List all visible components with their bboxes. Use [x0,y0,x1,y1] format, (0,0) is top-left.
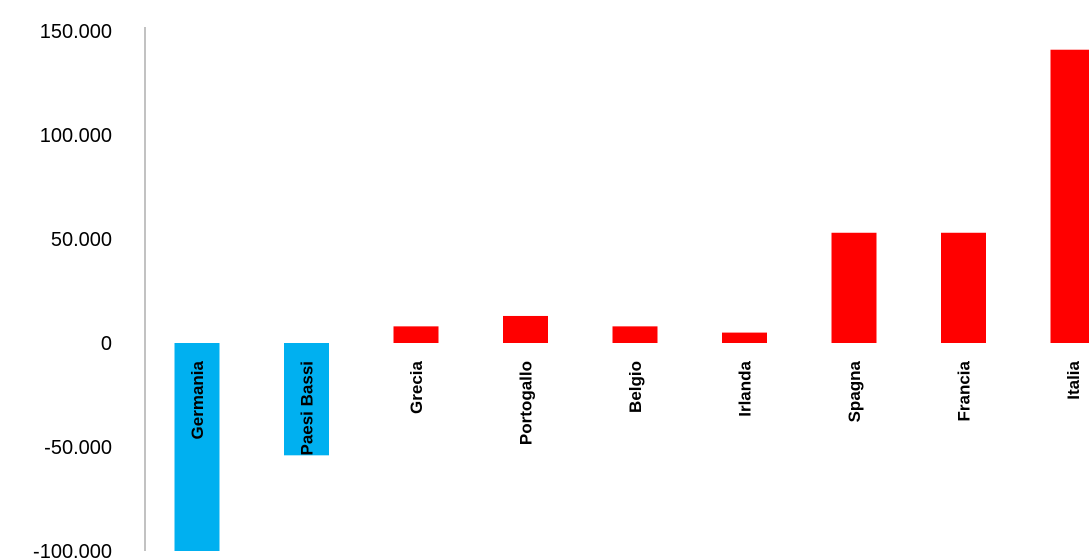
y-tick-label: 150.000 [40,21,112,43]
bar-belgio [612,326,658,343]
category-label: Paesi Bassi [298,361,317,456]
category-labels: Germania Paesi Bassi Grecia Portogallo Belgi… [188,360,1083,455]
category-label: Italia [1064,360,1083,399]
bar-germania [174,343,220,551]
category-label: Belgio [626,361,645,413]
category-label: Francia [955,360,974,421]
y-tick-label: -100.000 [33,541,112,560]
category-label: Spagna [845,360,864,422]
bar-portogallo [503,315,548,343]
bar-spagna [831,232,877,343]
bar-francia [941,232,986,343]
category-label: Grecia [407,360,426,413]
y-tick-label: 0 [101,333,112,355]
bar-paesi-bassi [284,343,329,456]
category-label: Portogallo [517,361,536,445]
bar-grecia [393,326,439,343]
bars [174,49,1089,551]
bar-irlanda [722,332,767,343]
category-label: Germania [188,360,207,439]
y-tick-label: 50.000 [51,229,112,251]
y-axis-tick-labels: 150.000 100.000 50.000 0 -50.000 -100.000 [33,21,112,560]
y-tick-label: 100.000 [40,125,112,147]
category-label: Irlanda [736,360,755,416]
bar-italia [1050,49,1089,343]
y-tick-label: -50.000 [44,437,112,459]
